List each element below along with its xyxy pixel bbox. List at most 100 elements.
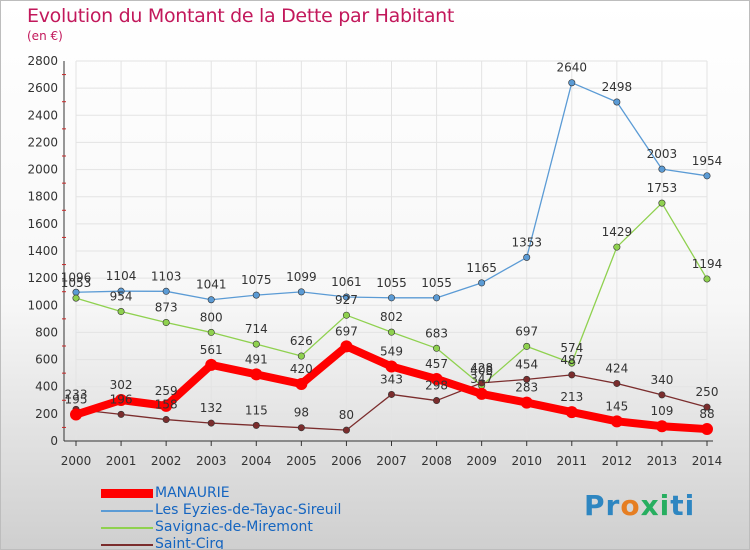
data-label-0: 109: [650, 404, 673, 418]
logo-letter: t: [670, 489, 685, 522]
data-label-3: 454: [515, 357, 538, 371]
data-point-3: [297, 424, 305, 432]
data-point-0: [70, 408, 82, 421]
data-point-3: [342, 426, 350, 434]
data-label-0: 195: [65, 393, 88, 407]
legend-swatch: [101, 526, 153, 529]
data-point-0: [701, 423, 713, 436]
grid: [75, 60, 708, 441]
data-point-2: [703, 275, 711, 283]
data-point-2: [117, 308, 125, 316]
data-label-2: 1429: [602, 225, 633, 239]
data-label-2: 1194: [692, 257, 723, 271]
data-label-3: 428: [470, 361, 493, 375]
y-tick-label: 2200: [27, 135, 58, 149]
x-tick-label: 2008: [421, 454, 452, 468]
data-point-2: [252, 340, 260, 348]
data-label-2: 683: [425, 326, 448, 340]
data-label-1: 2640: [557, 61, 588, 75]
legend-label: Savignac-de-Miremont: [155, 519, 313, 535]
data-point-3: [387, 390, 395, 398]
legend-swatch: [101, 543, 153, 546]
data-label-1: 1099: [286, 270, 317, 284]
data-label-0: 88: [699, 407, 714, 421]
data-point-3: [613, 379, 621, 387]
data-point-0: [385, 360, 398, 373]
data-point-3: [658, 391, 666, 399]
data-point-3: [433, 397, 441, 405]
logo-letter: i: [684, 489, 696, 522]
data-label-2: 954: [110, 290, 133, 304]
data-point-0: [340, 340, 353, 353]
data-label-1: 2003: [647, 147, 678, 161]
x-tick-label: 2013: [647, 454, 678, 468]
data-label-0: 561: [200, 343, 223, 357]
y-tick-label: 0: [50, 434, 58, 448]
data-label-1: 1103: [151, 269, 182, 283]
legend-label: MANAURIE: [155, 485, 230, 501]
data-label-2: 873: [155, 301, 178, 315]
x-tick-label: 2005: [286, 454, 317, 468]
data-label-1: 1954: [692, 154, 723, 168]
data-label-1: 1041: [196, 278, 227, 292]
logo-letter: P: [584, 489, 606, 522]
y-tick-label: 2600: [27, 81, 58, 95]
legend-swatch: [101, 489, 153, 498]
data-point-1: [523, 253, 531, 261]
data-point-3: [703, 403, 711, 411]
data-label-0: 145: [605, 399, 628, 413]
data-point-0: [160, 399, 173, 412]
y-tick-label: 1000: [27, 298, 58, 312]
data-label-2: 626: [290, 334, 313, 348]
data-label-0: 259: [155, 384, 178, 398]
data-label-2: 1753: [647, 181, 678, 195]
data-label-2: 800: [200, 310, 223, 324]
data-point-1: [297, 288, 305, 296]
data-point-2: [523, 342, 531, 350]
data-point-1: [478, 279, 486, 287]
logo-letter: x: [640, 489, 660, 522]
data-label-2: 408: [470, 364, 493, 378]
y-tick-label: 400: [35, 380, 58, 394]
data-point-1: [568, 79, 576, 87]
data-label-2: 927: [335, 293, 358, 307]
data-point-3: [252, 421, 260, 429]
x-tick-label: 2009: [466, 454, 497, 468]
data-label-0: 347: [470, 372, 493, 386]
y-tick-label: 800: [35, 325, 58, 339]
y-tick-label: 2000: [27, 163, 58, 177]
data-label-2: 1053: [61, 276, 92, 290]
x-axis: 2000 2001 2002 2003 2004 2005 2006 2007 2008 2009…: [61, 440, 722, 468]
data-point-2: [297, 352, 305, 360]
data-point-2: [342, 311, 350, 319]
data-label-1: 1055: [376, 276, 407, 290]
y-tick-label: 200: [35, 407, 58, 421]
data-point-1: [252, 291, 260, 299]
chart-title: Evolution du Montant de la Dette par Hab…: [27, 5, 455, 27]
data-label-3: 340: [650, 373, 673, 387]
proxiti-logo: Proxiti: [584, 489, 695, 522]
x-tick-label: 2007: [376, 454, 407, 468]
data-point-3: [207, 419, 215, 427]
logo-letter: r: [605, 489, 621, 522]
y-tick-label: 2800: [27, 54, 58, 68]
data-point-2: [387, 328, 395, 336]
legend-label: Saint-Cirq: [155, 536, 224, 550]
data-label-3: 424: [605, 361, 628, 375]
data-point-2: [72, 294, 80, 302]
data-point-0: [565, 406, 578, 419]
data-label-3: 250: [696, 385, 719, 399]
y-tick-label: 600: [35, 353, 58, 367]
data-label-1: 2498: [602, 80, 633, 94]
data-label-3: 80: [339, 408, 354, 422]
y-tick-label: 1200: [27, 271, 58, 285]
data-point-3: [117, 410, 125, 418]
data-point-1: [433, 294, 441, 302]
data-label-1: 1104: [106, 269, 137, 283]
y-axis: 0 200 400 600 800 1000 1200 1400 1600 1800 2000 220…: [27, 54, 66, 448]
series-layer: [70, 79, 713, 436]
y-tick-label: 1400: [27, 244, 58, 258]
data-point-0: [430, 372, 443, 385]
y-tick-label: 1600: [27, 217, 58, 231]
